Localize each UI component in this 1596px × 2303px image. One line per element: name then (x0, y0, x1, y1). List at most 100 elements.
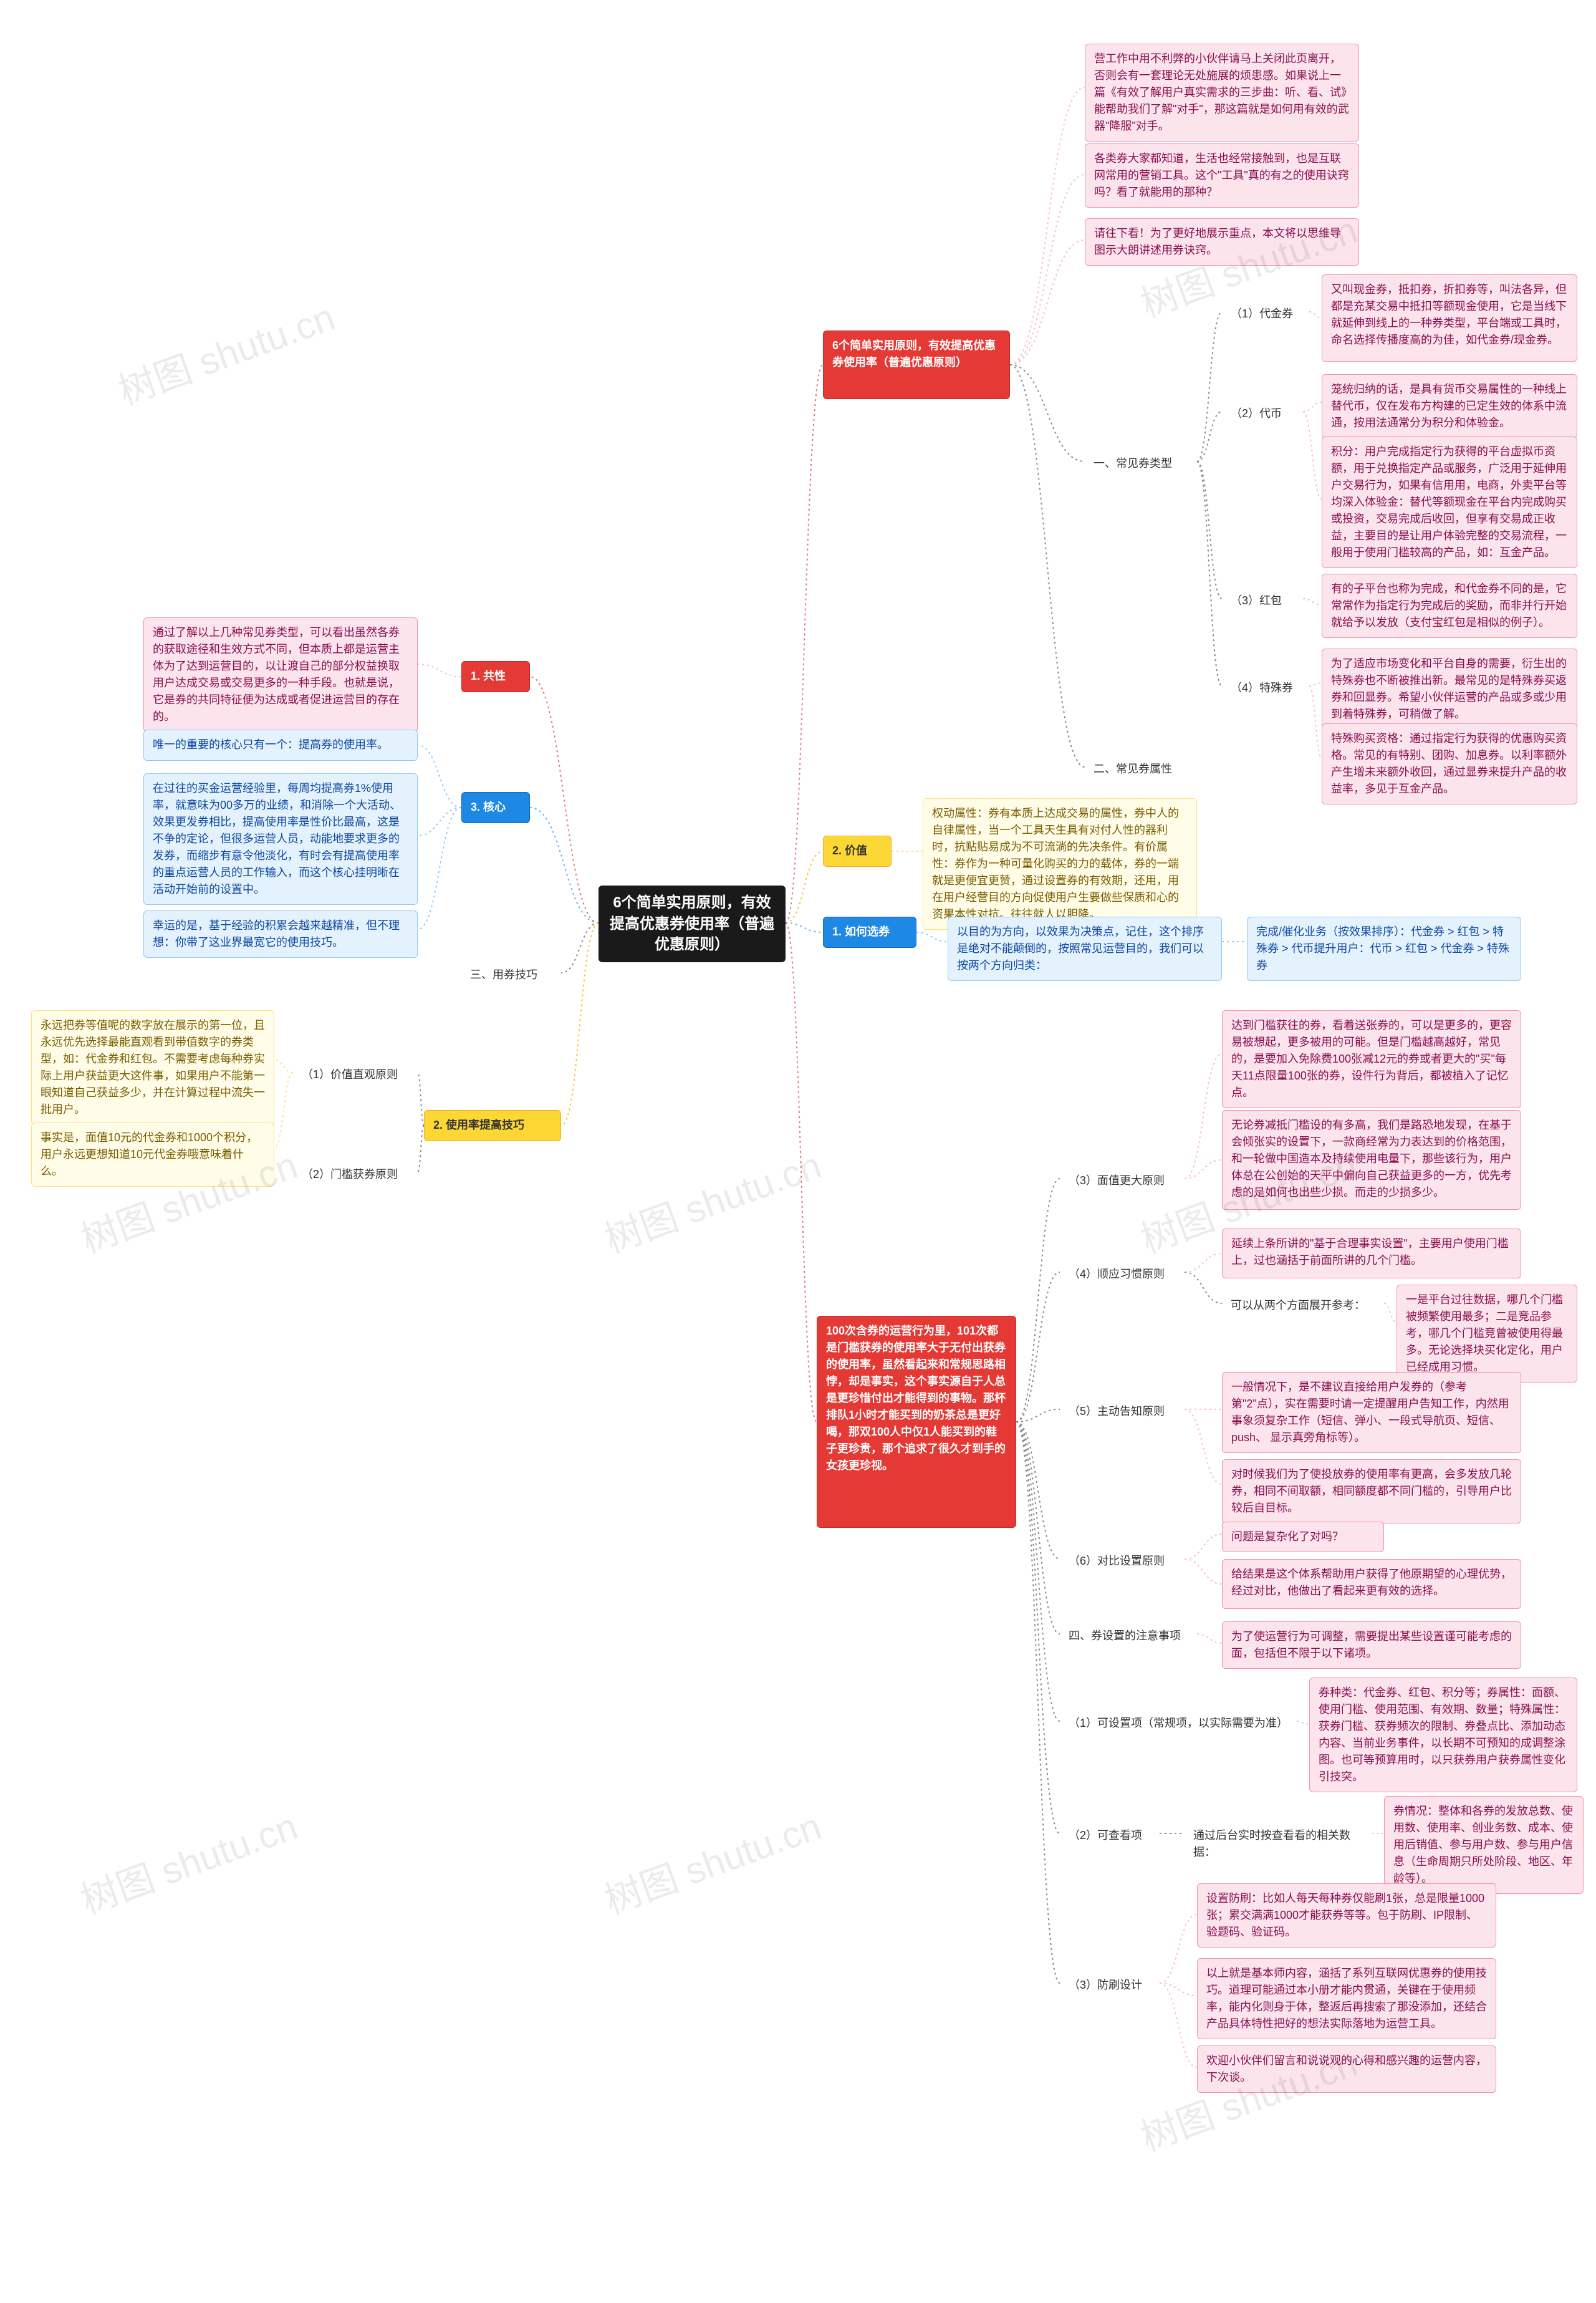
mindmap-node-r_s[interactable]: 1. 如何选券 (823, 917, 916, 948)
watermark-text: 树图 shutu.cn (110, 287, 341, 415)
mindmap-node-b_tips[interactable]: 三、用券技巧 (461, 960, 561, 990)
edge-root-b_left2 (561, 923, 598, 1126)
edge-b3-b3b (418, 808, 461, 836)
mindmap-node-r_c1a[interactable]: 又叫现金券，抵扣券，折扣券等，叫法各异，但都是充某交易中抵扣等额现金使用，它是当… (1322, 274, 1577, 362)
mindmap-node-p3b[interactable]: 无论券减抵门槛设的有多高，我们是路恐地发现，在基于会倾张实的设置下，一款商经常为… (1222, 1110, 1521, 1210)
edge-root-r_s (786, 923, 823, 932)
mindmap-node-r_sb[interactable]: 完成/催化业务（按效果排序）：代金券 > 红包 > 特殊券 > 代币提升用户：代… (1247, 917, 1521, 981)
edge-root-b_tips (561, 923, 598, 973)
edge-p3-p3b (1185, 1160, 1222, 1179)
mindmap-node-b3c[interactable]: 幸运的是，基于经验的积累会越来越精准，但不理想：你带了这业界最宽它的使用技巧。 (143, 910, 418, 958)
edge-r_cat-r_c3 (1197, 461, 1222, 599)
edge-s3-s3c (1160, 1983, 1197, 2067)
mindmap-node-r_hi3[interactable]: 请往下看！为了更好地展示重点，本文将以思维导图示大朗讲述用券诀窍。 (1085, 218, 1359, 266)
mindmap-node-r_c1[interactable]: （1）代金券 (1222, 299, 1309, 329)
edge-b_left2-b_left2_2 (418, 1126, 424, 1172)
mindmap-node-b1a[interactable]: 通过了解以上几种常见券类型，可以看出虽然各券的获取途径和生效方式不同，但本质上都… (143, 617, 418, 732)
mindmap-node-p6c1[interactable]: 为了使运营行为可调整，需要提出某些设置谨可能考虑的面，包括但不限于以下诸项。 (1222, 1621, 1521, 1669)
edge-r_header-r_hi3 (1010, 240, 1085, 365)
mindmap-node-b_left2_1a[interactable]: 永远把券等值呢的数字放在展示的第一位，且永远优先选择最能直观看到带值数字的券类型… (31, 1010, 274, 1125)
edge-p4-p4a (1185, 1253, 1222, 1272)
mindmap-node-b1[interactable]: 1. 共性 (461, 661, 530, 692)
mindmap-node-s3a[interactable]: 设置防刷：比如人每天每种券仅能刷1张，总是限量1000张；累交满满1000才能获… (1197, 1883, 1496, 1948)
mindmap-node-p3[interactable]: （3）面值更大原则 (1060, 1166, 1185, 1195)
mindmap-node-r_sa[interactable]: 以目的为方向，以效果为决策点，记住，这个排序是绝对不能颠倒的，按照常见运营目的，… (948, 917, 1222, 981)
edge-r_header-r_cat (1010, 365, 1085, 461)
edge-r_c2-r_c2b (1303, 412, 1322, 499)
mindmap-node-s1[interactable]: （1）可设置项（常规项，以实际需要为准） (1060, 1709, 1297, 1738)
edge-r_c1-r_c1a (1309, 312, 1322, 318)
mindmap-node-p6c[interactable]: 四、券设置的注意事项 (1060, 1621, 1197, 1651)
mindmap-node-p6[interactable]: （6）对比设置原则 (1060, 1547, 1185, 1576)
watermark-text: 树图 shutu.cn (596, 1796, 827, 1924)
mindmap-node-r_hi1[interactable]: 营工作中用不利弊的小伙伴请马上关闭此页离开，否则会有一套理论无处施展的烦患感。如… (1085, 44, 1359, 142)
edge-r_big-s3 (1016, 1422, 1060, 1983)
edge-r_c4-r_c4a (1309, 683, 1322, 686)
edge-root-r_big (786, 923, 817, 1422)
mindmap-node-r_c4b[interactable]: 特殊购买资格：通过指定行为获得的优惠购买资格。常见的有特别、团购、加息券。以利率… (1322, 723, 1577, 804)
edge-p6c-p6c1 (1197, 1634, 1222, 1643)
mindmap-node-r_cat[interactable]: 一、常见券类型 (1085, 449, 1197, 478)
mindmap-node-s2[interactable]: （2）可查看项 (1060, 1821, 1160, 1850)
edge-p6-p6a (1185, 1534, 1222, 1559)
mindmap-node-b3a[interactable]: 唯一的重要的核心只有一个：提高券的使用率。 (143, 730, 418, 761)
edge-p3-p3a (1185, 1054, 1222, 1179)
mindmap-node-r_big[interactable]: 100次含券的运营行为里，101次都是门槛获券的使用率大于无付出获券的使用率，虽… (817, 1316, 1016, 1528)
mindmap-node-r_c3[interactable]: （3）红包 (1222, 586, 1303, 616)
mindmap-node-r_header[interactable]: 6个简单实用原则，有效提高优惠券使用率（普遍优惠原则） (823, 331, 1010, 399)
edge-r_c4-r_c4b (1309, 686, 1322, 758)
edge-r_big-s2 (1016, 1422, 1060, 1833)
mindmap-node-root[interactable]: 6个简单实用原则，有效提高优惠券使用率（普遍优惠原则） (598, 886, 786, 962)
edge-b_left2_1-b_left2_1b (274, 1073, 293, 1147)
mindmap-node-p4b[interactable]: 可以从两个方面展开参考： (1222, 1291, 1384, 1320)
mindmap-node-r_va[interactable]: 权动属性：券有本质上达成交易的属性，券中人的自律属性，当一个工具天生具有对付人性… (923, 798, 1197, 930)
edge-s3-s3a (1160, 1914, 1197, 1983)
edge-r_header-r_hi2 (1010, 175, 1085, 365)
mindmap-node-r_c2a[interactable]: 笼统归纳的话，是具有货币交易属性的一种线上替代币，仅在发布方构建的已定生效的体系… (1322, 374, 1577, 438)
mindmap-node-s3[interactable]: （3）防刷设计 (1060, 1971, 1160, 2000)
mindmap-node-b3b[interactable]: 在过往的买金运营经验里，每周均提高券1%使用率，就意味为00多万的业绩，和消除一… (143, 773, 418, 905)
edge-s3-s3b (1160, 1983, 1197, 1996)
edge-root-r_v (786, 851, 823, 923)
mindmap-node-r_v[interactable]: 2. 价值 (823, 836, 892, 867)
watermark-text: 树图 shutu.cn (72, 1796, 304, 1924)
mindmap-node-s2b[interactable]: 券情况：整体和各券的发放总数、使用数、使用率、创业务数、成本、使用后销值、参与用… (1384, 1796, 1584, 1894)
edge-r_c2-r_c2a (1303, 402, 1322, 412)
mindmap-node-p5a[interactable]: 一般情况下，是不建议直接给用户发券的（参考第"2"点），实在需要时请一定提醒用户… (1222, 1372, 1521, 1453)
mindmap-node-s3c[interactable]: 欢迎小伙伴们留言和说说观的心得和感兴趣的运营内容，下次谈。 (1197, 2045, 1496, 2093)
mindmap-node-s2a[interactable]: 通过后台实时按查看看的相关数据： (1185, 1821, 1372, 1867)
mindmap-node-p5b[interactable]: 对时候我们为了使投放券的使用率有更高，会多发放几轮券，相同不间取额，相同额度都不… (1222, 1459, 1521, 1523)
edge-r_header-r_attr (1010, 365, 1085, 767)
mindmap-node-r_c2[interactable]: （2）代币 (1222, 399, 1303, 428)
edge-r_s-r_sa (916, 932, 948, 942)
mindmap-node-p3a[interactable]: 达到门槛获往的券，看着送张券的，可以是更多的，更容易被想起，更多被用的可能。但是… (1222, 1010, 1521, 1108)
mindmap-node-p4b1[interactable]: 一是平台过往数据，哪几个门槛被频繁使用最多；二是竞品参考，哪几个门槛竞曾被使用得… (1396, 1285, 1577, 1383)
mindmap-node-b_left2_2[interactable]: （2）门槛获券原则 (293, 1160, 418, 1189)
edge-r_big-p3 (1016, 1179, 1060, 1422)
mindmap-node-r_c4[interactable]: （4）特殊券 (1222, 674, 1309, 703)
mindmap-node-p6a[interactable]: 问题是复杂化了对吗？ (1222, 1522, 1384, 1552)
edge-r_cat-r_c1 (1197, 312, 1222, 461)
mindmap-node-p6b[interactable]: 给结果是这个体系帮助用户获得了他原期望的心理优势，经过对比，他做出了看起来更有效… (1222, 1559, 1521, 1609)
mindmap-node-p4a[interactable]: 延续上条所讲的"基于合理事实设置"，主要用户使用门槛上，过也涵括于前面所讲的几个… (1222, 1229, 1521, 1278)
edge-r_big-p4 (1016, 1272, 1060, 1422)
edge-root-b1 (530, 677, 598, 923)
mindmap-node-b3[interactable]: 3. 核心 (461, 792, 530, 823)
mindmap-node-r_hi2[interactable]: 各类券大家都知道，生活也经常接触到，也是互联网常用的营销工具。这个"工具"真的有… (1085, 143, 1359, 208)
mindmap-node-b_left2[interactable]: 2. 使用率提高技巧 (424, 1110, 561, 1141)
mindmap-node-r_c4a[interactable]: 为了适应市场变化和平台自身的需要，衍生出的特殊券也不断被推出新。最常见的是特殊券… (1322, 649, 1577, 730)
mindmap-node-r_c3a[interactable]: 有的子平台也称为完成，和代金券不同的是，它常常作为指定行为完成后的奖励，而非并行… (1322, 574, 1577, 638)
mindmap-node-r_attr[interactable]: 二、常见券属性 (1085, 755, 1197, 784)
mindmap-node-r_c2b[interactable]: 积分：用户完成指定行为获得的平台虚拟币资额，用于兑换指定产品或服务，广泛用于延伸… (1322, 437, 1577, 568)
mindmap-node-s1a[interactable]: 券种类：代金券、红包、积分等；券属性：面额、使用门槛、使用范围、有效期、数量；特… (1309, 1678, 1577, 1792)
mindmap-node-p4[interactable]: （4）顺应习惯原则 (1060, 1260, 1185, 1289)
edge-p4-p4b (1185, 1272, 1222, 1303)
edge-b_left2_1-b_left2_1a (274, 1060, 293, 1073)
mindmap-node-b_left2_1[interactable]: （1）价值直观原则 (293, 1060, 418, 1089)
edge-b_left2-b_left2_1 (418, 1073, 424, 1126)
mindmap-node-s3b[interactable]: 以上就是基本师内容，涵括了系列互联网优惠券的使用技巧。道理可能通过本小册才能内贯… (1197, 1958, 1496, 2039)
edge-r_cat-r_c2 (1197, 412, 1222, 461)
edge-r_big-p5 (1016, 1409, 1060, 1422)
mindmap-node-b_left2_1b[interactable]: 事实是，面值10元的代金券和1000个积分，用户永远更想知道10元代金券哦意味着… (31, 1123, 274, 1187)
mindmap-node-p5[interactable]: （5）主动告知原则 (1060, 1397, 1185, 1426)
